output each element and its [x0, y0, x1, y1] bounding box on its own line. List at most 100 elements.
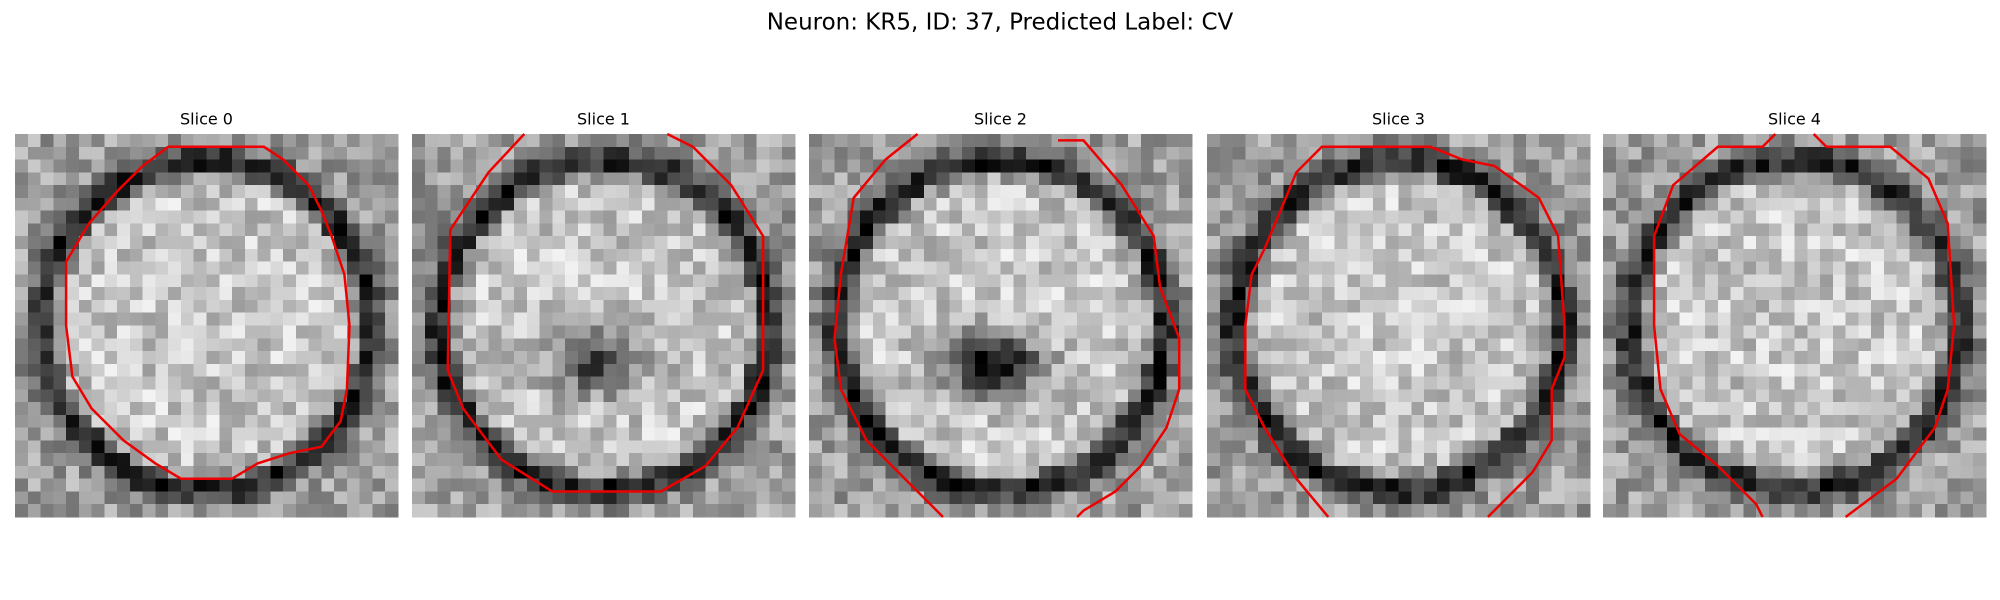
pixel: [1768, 427, 1783, 441]
pixel: [718, 248, 732, 262]
pixel: [463, 453, 477, 467]
pixel: [1756, 465, 1770, 479]
pixel: [27, 312, 41, 326]
pixel: [1013, 491, 1027, 505]
pixel: [1538, 465, 1552, 479]
pixel: [1321, 274, 1335, 288]
pixel: [1500, 159, 1514, 173]
pixel: [1270, 248, 1284, 262]
pixel: [1462, 261, 1476, 275]
pixel: [1115, 134, 1129, 148]
pixel: [769, 325, 783, 339]
pixel: [872, 223, 886, 237]
pixel: [475, 351, 489, 365]
pixel: [629, 363, 643, 377]
pixel: [295, 338, 309, 352]
pixel: [769, 427, 783, 441]
pixel: [27, 223, 41, 237]
pixel: [1283, 478, 1297, 492]
pixel: [526, 274, 540, 288]
figure-title: Neuron: KR5, ID: 37, Predicted Label: CV: [767, 10, 1234, 36]
pixel: [424, 312, 438, 326]
pixel: [244, 197, 258, 211]
pixel: [244, 440, 258, 454]
pixel: [1102, 312, 1116, 326]
pixel: [1475, 440, 1489, 454]
pixel: [1756, 287, 1770, 301]
pixel: [743, 197, 757, 211]
pixel: [667, 134, 681, 148]
pixel: [1603, 491, 1617, 505]
pixel: [1245, 351, 1259, 365]
pixel: [692, 210, 706, 224]
pixel: [1781, 414, 1795, 428]
pixel: [66, 478, 80, 492]
pixel: [539, 363, 553, 377]
pixel: [577, 248, 592, 262]
pixel: [193, 440, 207, 454]
pixel: [590, 236, 604, 250]
pixel: [1424, 197, 1438, 211]
pixel: [193, 504, 207, 518]
pixel: [1102, 159, 1116, 173]
pixel: [1922, 223, 1936, 237]
pixel: [1283, 504, 1297, 518]
pixel: [1013, 363, 1027, 377]
pixel: [923, 414, 937, 428]
pixel: [1077, 363, 1091, 377]
pixel: [346, 427, 360, 441]
pixel: [412, 159, 426, 173]
pixel: [847, 465, 861, 479]
pixel: [1896, 261, 1910, 275]
pixel: [1781, 146, 1795, 160]
pixel: [1743, 236, 1757, 250]
pixel: [27, 427, 41, 441]
pixel: [565, 351, 579, 365]
pixel: [155, 299, 169, 314]
pixel: [501, 376, 515, 390]
pixel: [590, 351, 604, 365]
pixel: [1026, 236, 1040, 250]
pixel: [1347, 146, 1361, 160]
pixel: [949, 478, 963, 492]
pixel: [1820, 248, 1834, 262]
pixel: [1641, 223, 1655, 237]
pixel: [66, 134, 80, 148]
pixel: [1411, 185, 1425, 199]
pixel: [1232, 478, 1246, 492]
pixel: [1321, 414, 1335, 428]
pixel: [1064, 210, 1078, 224]
pixel: [15, 197, 29, 211]
pixel: [1219, 376, 1233, 390]
pixel: [1398, 146, 1412, 160]
pixel: [104, 134, 118, 148]
pixel: [1232, 312, 1246, 326]
pixel: [321, 287, 335, 301]
pixel: [834, 440, 848, 454]
pixel: [168, 210, 182, 224]
pixel: [718, 312, 732, 326]
pixel: [1487, 478, 1501, 492]
pixel: [1398, 325, 1412, 339]
pixel: [91, 223, 105, 237]
pixel: [1909, 491, 1923, 505]
pixel: [1013, 427, 1027, 441]
pixel: [232, 504, 246, 518]
pixel: [1283, 389, 1297, 403]
pixel: [577, 351, 592, 365]
pixel: [539, 159, 553, 173]
pixel: [667, 236, 681, 250]
pixel: [1347, 185, 1361, 199]
pixel: [1679, 414, 1693, 428]
pixel: [911, 312, 925, 326]
pixel: [1321, 210, 1335, 224]
pixel: [1166, 427, 1180, 441]
pixel: [680, 363, 694, 377]
pixel: [1360, 363, 1374, 377]
pixel: [1526, 402, 1540, 416]
pixel: [53, 491, 67, 505]
pixel: [283, 478, 297, 492]
pixel: [552, 223, 566, 237]
pixel: [488, 172, 502, 186]
pixel: [1424, 185, 1438, 199]
